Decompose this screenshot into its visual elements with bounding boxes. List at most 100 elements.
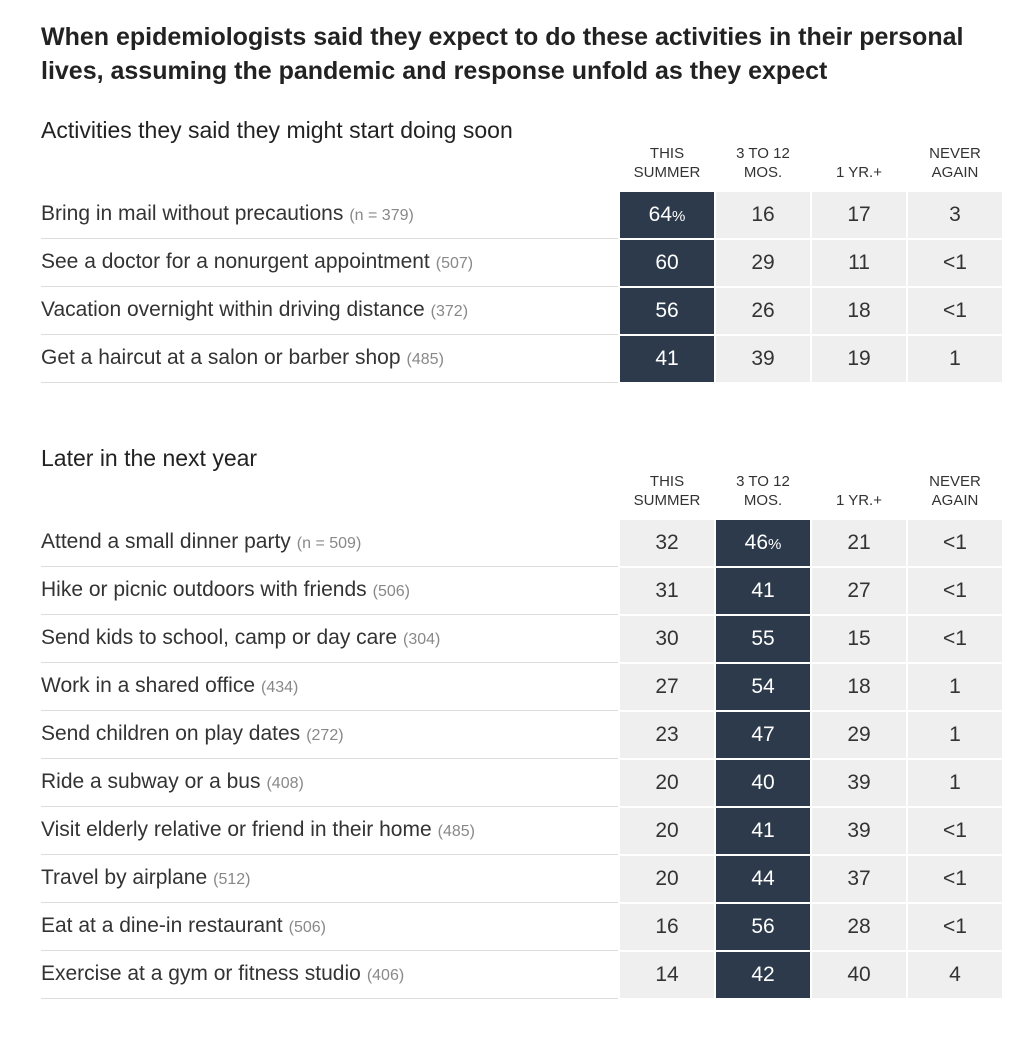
cell-value: 28 xyxy=(847,915,871,938)
cell-value: 16 xyxy=(655,915,679,938)
row-label: Work in a shared office (434) xyxy=(41,664,618,711)
value-cell: 47 xyxy=(716,712,810,758)
activity-label: Hike or picnic outdoors with friends xyxy=(41,578,367,601)
sample-size: (n = 509) xyxy=(296,535,362,552)
cell-value: 20 xyxy=(655,819,679,842)
value-cell: 28 xyxy=(812,904,906,950)
cell-value: <1 xyxy=(943,531,967,554)
value-cell: 4 xyxy=(908,952,1002,998)
activity-label: Visit elderly relative or friend in thei… xyxy=(41,818,432,841)
value-cell: 32 xyxy=(620,520,714,566)
value-cell: <1 xyxy=(908,616,1002,662)
column-header: NEVER AGAIN xyxy=(908,472,1002,510)
cell-value: 29 xyxy=(847,723,871,746)
row-label: Bring in mail without precautions (n = 37… xyxy=(41,192,618,239)
table-row: Visit elderly relative or friend in thei… xyxy=(41,808,1003,856)
value-cell: 23 xyxy=(620,712,714,758)
cell-value: <1 xyxy=(943,579,967,602)
cell-value: 55 xyxy=(751,627,775,650)
cell-value: 29 xyxy=(751,251,775,274)
value-cell: 56 xyxy=(620,288,714,334)
cell-value: 1 xyxy=(949,771,961,794)
column-header: 3 TO 12 MOS. xyxy=(716,144,810,182)
column-header-line: SUMMER xyxy=(633,492,701,509)
percent-sign: % xyxy=(768,536,782,553)
column-header: THIS SUMMER xyxy=(620,472,714,510)
activity-label: Send children on play dates xyxy=(41,722,301,745)
value-cell: <1 xyxy=(908,568,1002,614)
value-cell: <1 xyxy=(908,856,1002,902)
value-cell: 21 xyxy=(812,520,906,566)
value-cell: 39 xyxy=(812,808,906,854)
value-cell: <1 xyxy=(908,288,1002,334)
value-cell: 41 xyxy=(716,808,810,854)
percent-sign: % xyxy=(672,208,686,225)
value-cell: 20 xyxy=(620,808,714,854)
value-cell: 41 xyxy=(716,568,810,614)
activity-label: Send kids to school, camp or day care xyxy=(41,626,398,649)
cell-value: 64 xyxy=(648,203,672,226)
value-cell: <1 xyxy=(908,520,1002,566)
activity-label: Ride a subway or a bus xyxy=(41,770,261,793)
cell-value: 1 xyxy=(949,723,961,746)
cell-value: 20 xyxy=(655,867,679,890)
cell-value: 41 xyxy=(655,347,679,370)
column-header-line xyxy=(812,472,906,491)
value-cell: 1 xyxy=(908,712,1002,758)
sample-size: (406) xyxy=(366,967,405,984)
cell-value: <1 xyxy=(943,915,967,938)
value-cell: 3 xyxy=(908,192,1002,238)
cell-value: 46 xyxy=(744,531,768,554)
sample-size: (512) xyxy=(213,871,251,888)
cell-value: 44 xyxy=(751,867,775,890)
value-cell: 55 xyxy=(716,616,810,662)
table-row: Work in a shared office (434) 27 54 18 1 xyxy=(41,664,1003,712)
value-cell: 27 xyxy=(620,664,714,710)
cell-value: <1 xyxy=(943,819,967,842)
cell-value: <1 xyxy=(943,299,967,322)
value-cell: 60 xyxy=(620,240,714,286)
row-label: Travel by airplane (512) xyxy=(41,856,618,903)
value-cell: 1 xyxy=(908,336,1002,382)
sample-size: (372) xyxy=(430,303,469,320)
cell-value: 21 xyxy=(847,531,871,554)
cell-value: 16 xyxy=(751,203,775,226)
cell-value: 11 xyxy=(848,251,870,274)
table-row: See a doctor for a nonurgent appointment… xyxy=(41,240,1003,288)
column-header-line: AGAIN xyxy=(931,492,979,509)
column-header-line: 3 TO 12 xyxy=(736,473,790,490)
value-cell: 19 xyxy=(812,336,906,382)
activity-label: Bring in mail without precautions xyxy=(41,202,344,225)
cell-value: 60 xyxy=(655,251,679,274)
activity-label: Eat at a dine-in restaurant xyxy=(41,914,283,937)
activity-label: Work in a shared office xyxy=(41,674,255,697)
row-label: Get a haircut at a salon or barber shop (… xyxy=(41,336,618,383)
cell-value: 41 xyxy=(751,819,775,842)
column-header-line: NEVER xyxy=(929,145,981,162)
cell-value: 1 xyxy=(949,347,961,370)
value-cell: 37 xyxy=(812,856,906,902)
sample-size: (507) xyxy=(435,255,474,272)
table-row: Send children on play dates (272) 23 47 29 1 xyxy=(41,712,1003,760)
table-row: Send kids to school, camp or day care (30… xyxy=(41,616,1003,664)
sample-size: (n = 379) xyxy=(349,207,414,224)
cell-value: 26 xyxy=(751,299,775,322)
table-row: Exercise at a gym or fitness studio (406)… xyxy=(41,952,1003,1000)
table-row: Hike or picnic outdoors with friends (506… xyxy=(41,568,1003,616)
column-header-line: MOS. xyxy=(743,164,783,181)
cell-value: 47 xyxy=(751,723,775,746)
column-header: 1 YR.+ xyxy=(812,472,906,510)
activity-label: Attend a small dinner party xyxy=(41,530,291,553)
column-header-line: AGAIN xyxy=(931,164,979,181)
cell-value: 4 xyxy=(949,963,961,986)
value-cell: 15 xyxy=(812,616,906,662)
value-cell: 29 xyxy=(812,712,906,758)
cell-value: 14 xyxy=(655,963,679,986)
row-label: Exercise at a gym or fitness studio (406) xyxy=(41,952,618,999)
cell-value: 1 xyxy=(949,675,961,698)
sample-size: (408) xyxy=(266,775,304,792)
cell-value: 40 xyxy=(751,771,775,794)
row-label: See a doctor for a nonurgent appointment… xyxy=(41,240,618,287)
cell-value: 32 xyxy=(655,531,679,554)
value-cell: 31 xyxy=(620,568,714,614)
